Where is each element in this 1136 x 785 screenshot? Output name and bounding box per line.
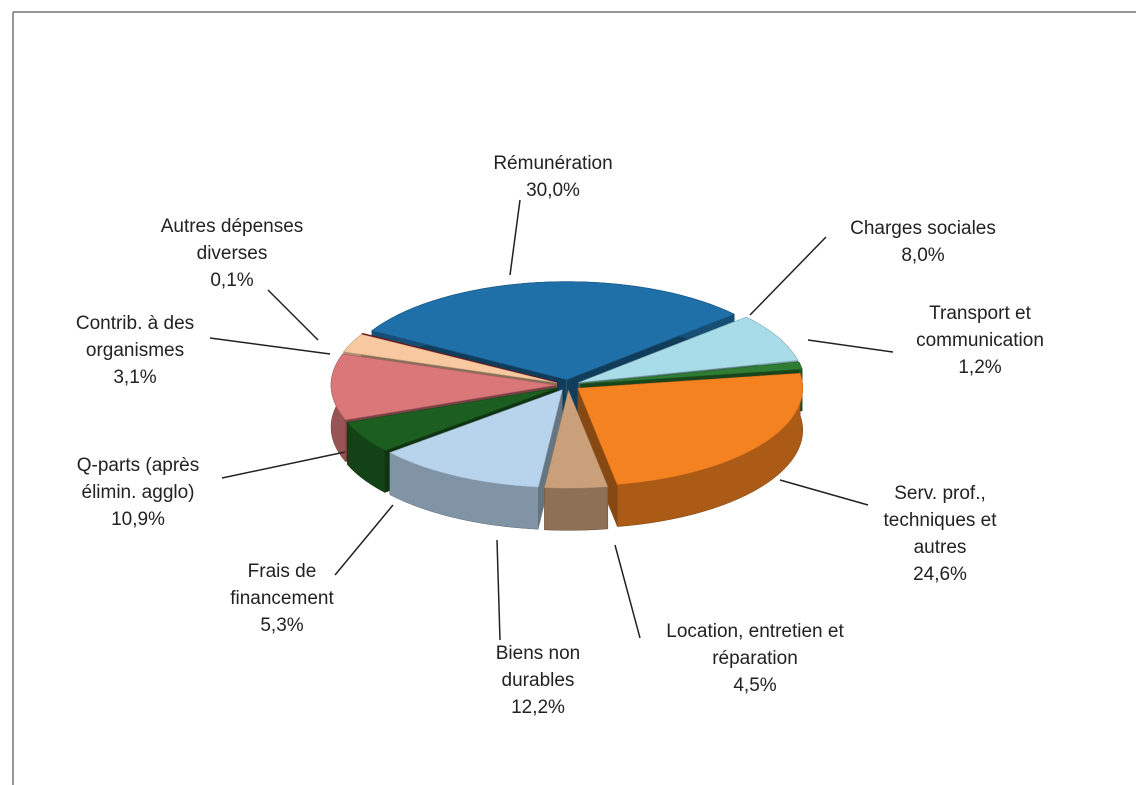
slice-label: Location, entretien et réparation 4,5% (640, 618, 870, 699)
slice-label: Charges sociales 8,0% (813, 215, 1033, 269)
value-label: 0,1% (210, 270, 254, 291)
value-label: 4,5% (733, 675, 777, 696)
slice-label: Frais de financement 5,3% (207, 558, 357, 639)
slice (577, 372, 804, 485)
category-label: Transport et communication (916, 303, 1044, 351)
value-label: 1,2% (958, 357, 1002, 378)
category-label: Q-parts (après élimin. agglo) (76, 455, 200, 503)
category-label: Contrib. à des organismes (75, 313, 195, 361)
leader-line (614, 544, 641, 639)
leader-line (334, 504, 394, 576)
slice (330, 353, 557, 421)
leader-line (209, 337, 331, 355)
slice (343, 334, 558, 384)
slice (579, 361, 803, 385)
slice (578, 316, 799, 383)
slice-side (544, 486, 609, 531)
slice (346, 387, 558, 451)
slice-label: Rémunération 30,0% (453, 150, 653, 204)
slice (544, 389, 609, 489)
slice (388, 389, 563, 488)
slice-label: Biens non durables 12,2% (473, 640, 603, 721)
leader-line (807, 339, 894, 353)
leader-line (267, 289, 319, 341)
category-label: Rémunération (493, 153, 613, 174)
value-label: 10,9% (111, 509, 165, 530)
leader-line (749, 236, 827, 316)
value-label: 24,6% (913, 564, 967, 585)
leader-line (779, 479, 869, 506)
slice-label: Transport et communication 1,2% (890, 300, 1070, 381)
value-label: 12,2% (511, 697, 565, 718)
value-label: 8,0% (901, 245, 945, 266)
slice-label: Autres dépenses diverses 0,1% (132, 213, 332, 294)
slice (361, 332, 558, 383)
leader-line (509, 199, 521, 276)
value-label: 30,0% (526, 180, 580, 201)
slice (371, 281, 736, 380)
category-label: Location, entretien et réparation (666, 621, 844, 669)
slice-label: Serv. prof., techniques et autres 24,6% (865, 480, 1015, 588)
category-label: Biens non durables (495, 643, 581, 691)
leader-line (496, 539, 501, 641)
slice-label: Contrib. à des organismes 3,1% (50, 310, 220, 391)
category-label: Autres dépenses diverses (160, 216, 304, 264)
leader-line (221, 451, 346, 479)
category-label: Charges sociales (850, 218, 996, 239)
slice-label: Q-parts (après élimin. agglo) 10,9% (48, 452, 228, 533)
value-label: 5,3% (260, 615, 304, 636)
category-label: Frais de financement (230, 561, 334, 609)
category-label: Serv. prof., techniques et autres (883, 483, 997, 558)
value-label: 3,1% (113, 367, 157, 388)
